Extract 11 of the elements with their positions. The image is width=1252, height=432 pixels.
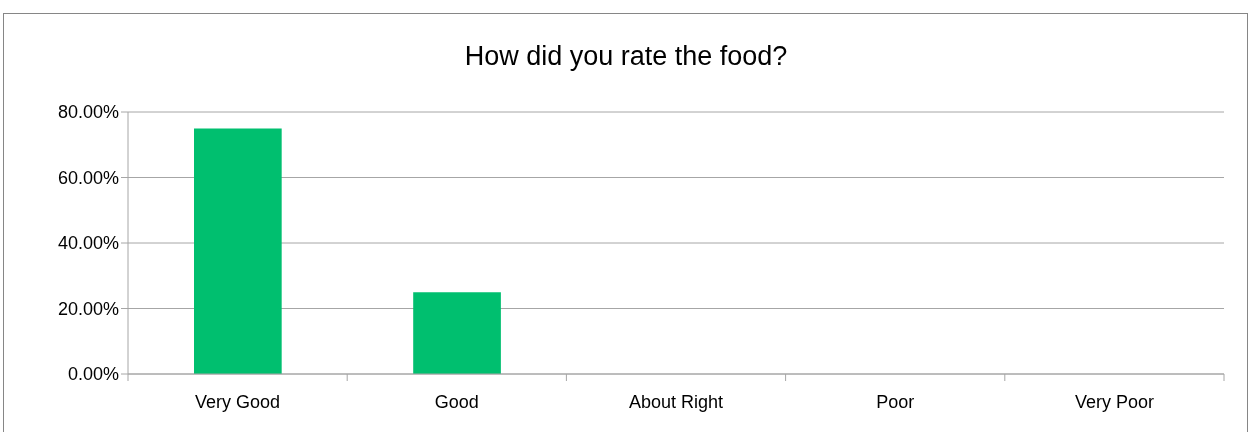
x-tick-label: Very Poor [1074,392,1154,412]
x-tick-label: Poor [876,392,915,412]
x-tick-label: About Right [628,392,724,412]
chart-title: How did you rate the food? [463,40,789,73]
y-tick-label: 60.00% [57,167,119,188]
y-tick-label: 0.00% [67,364,119,385]
y-tick-label: 40.00% [57,233,119,254]
y-tick-label: 20.00% [57,298,119,319]
y-tick-label: 80.00% [57,102,119,123]
x-tick-label: Good [434,392,479,412]
x-tick-label: Very Good [195,392,281,412]
